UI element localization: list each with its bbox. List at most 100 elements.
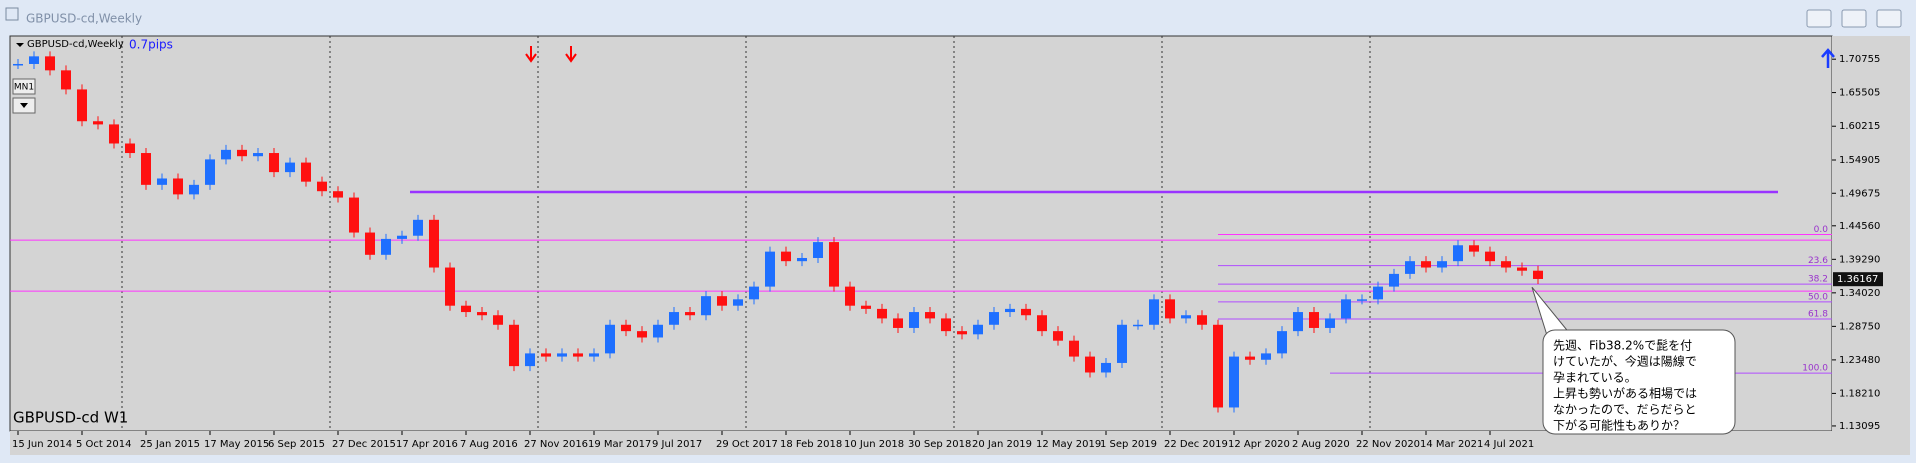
candle-body: [1421, 261, 1431, 268]
note-line: なかったので、だらだらと: [1553, 403, 1697, 417]
candle-body: [925, 312, 935, 319]
candle-body: [653, 324, 663, 338]
candle-body: [685, 312, 695, 316]
y-tick-label: 1.65505: [1839, 88, 1880, 99]
candle-body: [1469, 245, 1479, 252]
candle-body: [1373, 286, 1383, 300]
y-tick-label: 1.54905: [1839, 155, 1880, 166]
x-tick-label: 29 Oct 2017: [716, 439, 778, 450]
x-tick-label: 20 Jan 2019: [972, 439, 1032, 450]
candle-body: [1309, 312, 1319, 328]
candle-body: [429, 219, 439, 268]
y-tick-label: 1.44560: [1839, 221, 1880, 232]
candle-body: [301, 162, 311, 182]
candle-body: [733, 299, 743, 306]
candle-body: [845, 286, 855, 306]
x-tick-label: 4 Jul 2021: [1484, 439, 1534, 450]
candle-body: [1405, 261, 1415, 274]
note-line: 上昇も勢いがある相場では: [1553, 386, 1697, 401]
candle-body: [1341, 299, 1351, 319]
window-title: GBPUSD-cd,Weekly: [26, 12, 142, 26]
x-tick-label: 14 Mar 2021: [1420, 439, 1483, 450]
timeframe-button[interactable]: [12, 78, 36, 95]
candle-body: [413, 219, 423, 236]
candle-body: [93, 121, 103, 125]
maximize-button[interactable]: [1841, 9, 1867, 28]
candle-body: [61, 70, 71, 90]
fib-label: 38.2: [1808, 275, 1828, 285]
x-tick-label: 12 Apr 2020: [1228, 439, 1290, 450]
candle-body: [1037, 315, 1047, 332]
fib-label: 50.0: [1808, 292, 1828, 302]
candle-body: [1437, 261, 1447, 268]
candle-body: [125, 143, 135, 154]
x-tick-label: 2 Aug 2020: [1292, 439, 1350, 450]
candle-body: [1053, 331, 1063, 341]
time-axis: [10, 431, 1910, 455]
candle-body: [77, 89, 87, 122]
candle-body: [749, 286, 759, 300]
y-tick-label: 1.70755: [1839, 54, 1880, 65]
menu-arrow: [16, 43, 24, 47]
dropdown-arrow: [20, 103, 28, 108]
close-button[interactable]: [1876, 9, 1902, 28]
candle-body: [285, 162, 295, 173]
candle-body: [621, 324, 631, 332]
candle-body: [1293, 312, 1303, 332]
candle-body: [1005, 308, 1015, 313]
candle-body: [317, 181, 327, 192]
candle-body: [1021, 308, 1031, 316]
candle-body: [157, 178, 167, 185]
bottom-label: GBPUSD-cd W1: [13, 409, 128, 427]
y-tick-label: 1.18210: [1839, 388, 1880, 399]
candle-body: [573, 353, 583, 357]
candle-body: [989, 312, 999, 325]
candle-body: [1133, 324, 1143, 327]
candle-body: [349, 197, 359, 233]
candle-body: [861, 305, 871, 309]
candle-body: [717, 296, 727, 306]
y-tick-label: 1.34020: [1839, 288, 1880, 299]
candle-body: [109, 124, 119, 144]
candle-body: [205, 159, 215, 185]
x-tick-label: 7 Aug 2016: [460, 439, 518, 450]
candle-body: [333, 191, 343, 198]
candle-body: [1325, 318, 1335, 328]
candle-body: [1213, 324, 1223, 408]
candle-body: [797, 257, 807, 262]
fib-label: 61.8: [1808, 310, 1828, 320]
plot-area: [9, 35, 1833, 432]
candle-body: [1517, 267, 1527, 271]
x-tick-label: 1 Sep 2019: [1100, 439, 1157, 450]
candle-body: [957, 331, 967, 335]
candle-body: [909, 312, 919, 328]
fib-label: 100.0: [1802, 364, 1828, 374]
x-tick-label: 12 May 2019: [1036, 439, 1101, 450]
candle-body: [701, 296, 711, 316]
x-tick-label: 27 Dec 2015: [332, 439, 396, 450]
candle-body: [1261, 353, 1271, 360]
x-tick-label: 15 Jun 2014: [12, 439, 72, 450]
candle-body: [1117, 324, 1127, 363]
candle-body: [669, 312, 679, 325]
candle-body: [509, 324, 519, 367]
x-tick-label: 5 Oct 2014: [76, 439, 131, 450]
candle-body: [541, 353, 551, 357]
down-arrow: [525, 46, 537, 63]
candle-body: [397, 235, 407, 239]
candle-body: [525, 353, 535, 367]
candle-body: [1197, 315, 1207, 325]
candle-body: [765, 251, 775, 287]
minimize-button[interactable]: [1806, 9, 1832, 28]
candle-body: [1181, 315, 1191, 319]
note-line: 孕まれている。: [1553, 371, 1637, 385]
candle-body: [1389, 273, 1399, 287]
candle-body: [1277, 331, 1287, 354]
x-tick-label: 18 Feb 2018: [780, 439, 842, 450]
candle-body: [973, 324, 983, 335]
note-line: 下がる可能性もありか？: [1553, 418, 1685, 433]
candle-body: [893, 318, 903, 328]
timeframe-label: MN1: [14, 83, 34, 93]
x-tick-label: 6 Sep 2015: [268, 439, 325, 450]
